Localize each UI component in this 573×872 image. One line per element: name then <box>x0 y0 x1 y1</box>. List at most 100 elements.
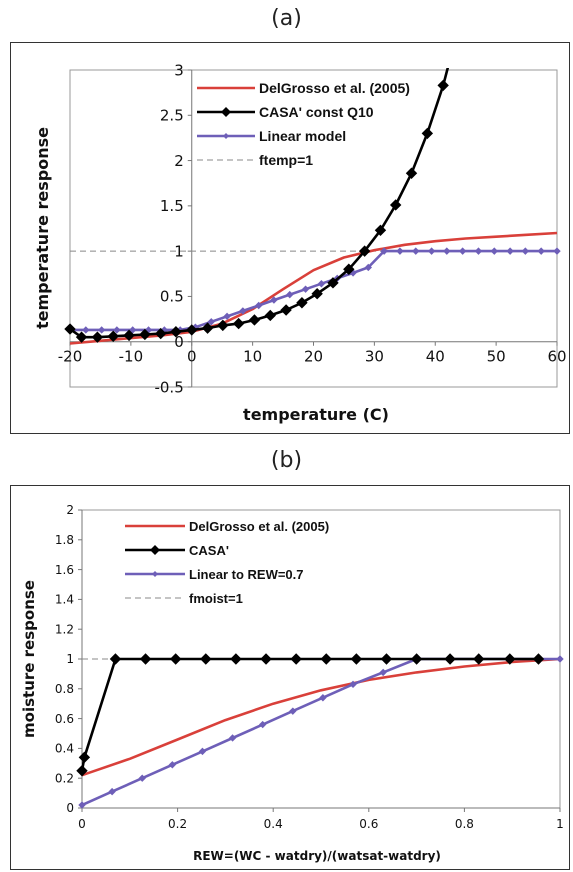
series-point-diamond <box>280 304 292 316</box>
legend-label-0: DelGrosso et al. (2005) <box>189 519 329 534</box>
x-tick-label: 50 <box>487 348 506 366</box>
series-point-dot <box>228 734 237 742</box>
series-point-dot <box>286 290 294 299</box>
series-point-diamond <box>374 224 387 237</box>
series-point-diamond <box>109 653 122 665</box>
legend-marker-1 <box>221 107 231 117</box>
series-point-diamond <box>320 653 332 665</box>
series-point-diamond <box>389 199 402 211</box>
legend-label-3: ftemp=1 <box>259 152 313 168</box>
series-point-diamond <box>358 245 371 257</box>
series-point-dot <box>427 247 436 255</box>
series-point-diamond <box>123 329 135 342</box>
x-tick-label: 30 <box>365 348 384 366</box>
series-line-0 <box>70 231 558 345</box>
series-point-dot <box>128 326 137 334</box>
legend-marker-1 <box>150 545 160 555</box>
series-point-dot <box>108 787 116 796</box>
series-point-dot <box>349 680 357 689</box>
series-point-dot <box>270 296 278 304</box>
series-point-diamond <box>217 319 229 332</box>
series-point-diamond <box>327 277 339 289</box>
series-point-diamond <box>107 330 119 342</box>
series-point-dot <box>379 668 387 677</box>
series-point-dot <box>537 247 545 255</box>
series-point-diamond <box>248 314 261 326</box>
series-point-diamond <box>532 653 545 665</box>
series-point-dot <box>317 280 326 288</box>
x-tick-label: 0 <box>187 348 197 366</box>
series-point-diamond <box>154 327 167 340</box>
y-tick-label: 3 <box>174 61 184 79</box>
series-point-dot <box>223 312 231 321</box>
x-tick-label: 40 <box>426 348 445 366</box>
plot-area <box>69 69 558 388</box>
chart-b-frame <box>10 485 570 870</box>
series-point-diamond <box>200 653 212 665</box>
panel-a-label: (a) <box>271 6 302 31</box>
series-point-dot <box>556 655 564 663</box>
panel-b-label: (b) <box>270 448 303 473</box>
y-tick-label: 0 <box>174 333 184 351</box>
series-point-dot <box>207 318 215 326</box>
x-tick-label: 0.6 <box>359 817 378 831</box>
series-point-dot <box>301 285 310 293</box>
series-point-diamond <box>75 331 88 343</box>
series-point-dot <box>521 247 530 255</box>
x-tick-label: -10 <box>119 348 144 366</box>
series-point-diamond <box>311 288 323 300</box>
series-line-2 <box>82 657 560 807</box>
series-point-diamond <box>405 167 418 179</box>
series-point-diamond <box>350 653 363 665</box>
y-tick-label: 1 <box>174 242 184 260</box>
series-point-dot <box>364 263 372 272</box>
series-point-dot <box>82 326 90 334</box>
y-axis-title: moisture response <box>20 580 38 738</box>
series-point-diamond <box>264 309 276 322</box>
series-point-dot <box>443 247 451 255</box>
series-point-dot <box>396 247 404 255</box>
series-point-diamond <box>64 323 76 335</box>
legend-label-0: DelGrosso et al. (2005) <box>259 80 410 96</box>
y-tick-label: 0.2 <box>55 771 74 785</box>
y-tick-label: 0.8 <box>55 682 74 696</box>
x-axis-title: temperature (C) <box>243 405 389 424</box>
series-point-diamond <box>91 331 104 343</box>
y-tick-label: 0 <box>66 801 74 815</box>
series-point-diamond <box>437 79 449 92</box>
series-point-dot <box>289 707 297 715</box>
series-point-diamond <box>290 653 302 665</box>
x-tick-label: 60 <box>547 348 566 366</box>
series-point-dot <box>255 301 263 310</box>
y-tick-label: 1.6 <box>55 563 74 577</box>
y-tick-label: 0.4 <box>55 742 74 756</box>
legend-label-1: CASA' <box>189 543 229 558</box>
y-tick-label: 1.2 <box>55 622 74 636</box>
y-tick-label: 0.5 <box>160 288 184 306</box>
legend-label-1: CASA' const Q10 <box>259 104 374 120</box>
legend-label-2: Linear model <box>259 128 346 144</box>
y-tick-label: 1.5 <box>160 197 184 215</box>
series-point-dot <box>78 801 86 809</box>
x-tick-label: 0 <box>78 817 86 831</box>
series-point-dot <box>97 326 106 334</box>
series-point-diamond <box>410 653 423 665</box>
y-tick-label: 2 <box>66 503 74 517</box>
legend-label-2: Linear to REW=0.7 <box>189 567 304 582</box>
y-tick-label: 0.6 <box>55 712 74 726</box>
x-tick-label: 0.4 <box>264 817 283 831</box>
series-point-dot <box>138 774 146 782</box>
y-tick-label: 1 <box>66 652 74 666</box>
x-tick-label: 10 <box>243 348 262 366</box>
series-point-diamond <box>169 653 182 665</box>
y-axis-title: temperature response <box>33 127 52 329</box>
series-point-diamond <box>380 653 393 665</box>
series-point-dot <box>474 247 483 255</box>
series-point-dot <box>198 747 207 756</box>
y-tick-label: -0.5 <box>154 378 183 396</box>
y-tick-label: 2.5 <box>160 107 184 125</box>
series-point-diamond <box>444 653 456 665</box>
series-point-diamond <box>139 328 151 341</box>
x-tick-label: 0.2 <box>168 817 187 831</box>
